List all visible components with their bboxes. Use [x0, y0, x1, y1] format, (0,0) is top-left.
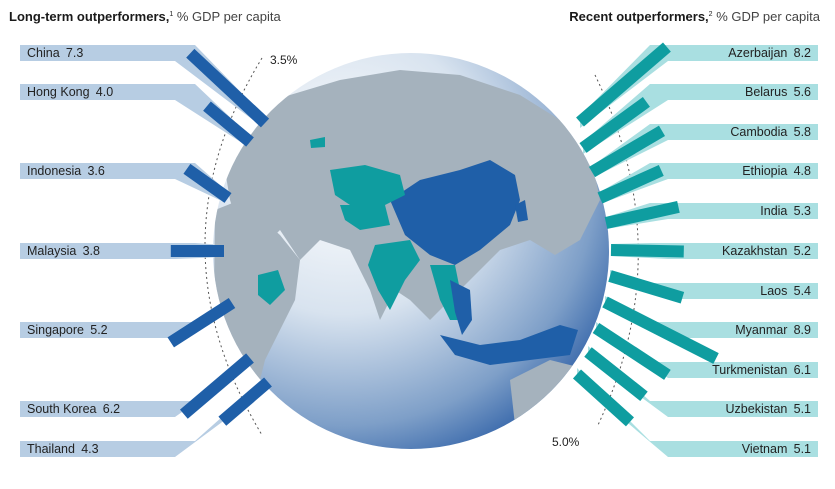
category-label-malaysia: Malaysia 3.8	[27, 244, 100, 258]
header-recent-unit: % GDP per capita	[712, 9, 820, 24]
connector-band-hong-kong	[20, 84, 250, 148]
connector-band-vietnam	[577, 368, 818, 457]
category-label-uzbekistan: Uzbekistan 5.1	[726, 402, 812, 416]
country-china	[390, 160, 520, 265]
category-labels: China 7.3 Hong Kong 4.0 Indonesia 3.6 Malay…	[27, 46, 811, 456]
bar-ethiopia	[597, 164, 664, 204]
bar-rect-uzbekistan	[584, 347, 648, 402]
category-label-cambodia: Cambodia 5.8	[730, 125, 811, 139]
bar-uzbekistan	[584, 347, 648, 402]
header-long-term-unit: % GDP per capita	[173, 9, 281, 24]
bar-malaysia	[170, 245, 224, 257]
category-label-thailand: Thailand 4.3	[27, 442, 99, 456]
bar-india	[604, 201, 680, 229]
bar-rect-hong-kong	[203, 101, 254, 147]
connector-band-indonesia	[20, 163, 228, 204]
bar-singapore	[167, 297, 236, 348]
country-central-asia	[340, 205, 390, 230]
bar-china	[186, 48, 270, 128]
bar-turkmenistan	[592, 322, 671, 380]
country-indonesia	[440, 325, 578, 365]
category-label-vietnam: Vietnam 5.1	[742, 442, 811, 456]
bar-rect-myanmar	[602, 296, 719, 364]
bar-rect-belarus	[579, 97, 650, 153]
bar-rect-kazakhstan	[610, 244, 684, 258]
bar-rect-turkmenistan	[592, 322, 671, 380]
bar-rect-azerbaijan	[576, 42, 671, 127]
threshold-label-left: 3.5%	[270, 53, 298, 67]
bar-rect-singapore	[167, 297, 236, 348]
bar-rect-indonesia	[183, 163, 232, 203]
category-label-azerbaijan: Azerbaijan 8.2	[728, 46, 811, 60]
header-long-term: Long-term outperformers,1 % GDP per capi…	[9, 9, 281, 24]
country-ethiopia	[258, 270, 285, 305]
country-korea	[515, 200, 528, 222]
bar-rect-cambodia	[588, 125, 666, 178]
category-label-indonesia: Indonesia 3.6	[27, 164, 105, 178]
bar-south-korea	[179, 353, 254, 419]
connector-band-uzbekistan	[588, 346, 818, 417]
bar-rect-thailand	[218, 377, 272, 426]
category-label-myanmar: Myanmar 8.9	[735, 323, 811, 337]
bar-rect-laos	[608, 270, 685, 304]
bar-rect-malaysia	[170, 245, 224, 257]
connector-band-singapore	[20, 297, 232, 338]
category-label-kazakhstan: Kazakhstan 5.2	[722, 244, 811, 258]
bar-rect-india	[604, 201, 680, 229]
footnote-marker-1: 1	[169, 11, 174, 18]
category-label-india: India 5.3	[760, 204, 811, 218]
bar-myanmar	[602, 296, 719, 364]
category-label-china: China 7.3	[27, 46, 83, 60]
country-kazakhstan	[330, 165, 405, 205]
header-recent: Recent outperformers,2 % GDP per capita	[569, 9, 820, 24]
bar-belarus	[579, 97, 650, 153]
header-long-term-title: Long-term outperformers,	[9, 9, 170, 24]
bar-marks	[167, 42, 719, 427]
bar-rect-vietnam	[572, 369, 634, 427]
bar-thailand	[218, 377, 272, 426]
bar-rect-china	[186, 48, 270, 128]
country-belarus	[310, 137, 325, 148]
header-recent-title: Recent outperformers,	[569, 9, 709, 24]
country-india	[368, 240, 420, 310]
bar-vietnam	[572, 369, 634, 427]
category-label-ethiopia: Ethiopia 4.8	[742, 164, 811, 178]
threshold-label-right: 5.0%	[552, 435, 580, 449]
category-label-singapore: Singapore 5.2	[27, 323, 108, 337]
category-label-belarus: Belarus 5.6	[745, 85, 811, 99]
bar-hong-kong	[203, 101, 254, 147]
bar-rect-ethiopia	[597, 164, 664, 204]
category-label-south-korea: South Korea 6.2	[27, 402, 120, 416]
bar-indonesia	[183, 163, 232, 203]
connector-band-south-korea	[20, 352, 250, 417]
footnote-marker-2: 2	[708, 11, 713, 18]
bar-kazakhstan	[610, 244, 684, 258]
category-label-hong-kong: Hong Kong 4.0	[27, 85, 113, 99]
bar-laos	[608, 270, 685, 304]
connector-band-thailand	[20, 376, 268, 457]
bar-cambodia	[588, 125, 666, 178]
country-thailand-malaysia	[450, 280, 472, 335]
bar-rect-south-korea	[179, 353, 254, 419]
category-label-turkmenistan: Turkmenistan 6.1	[712, 363, 811, 377]
category-label-laos: Laos 5.4	[760, 284, 811, 298]
threshold-labels: 3.5% 5.0%	[270, 53, 580, 449]
threshold-arc-left	[204, 57, 263, 436]
globe	[213, 53, 609, 449]
bar-azerbaijan	[576, 42, 671, 127]
